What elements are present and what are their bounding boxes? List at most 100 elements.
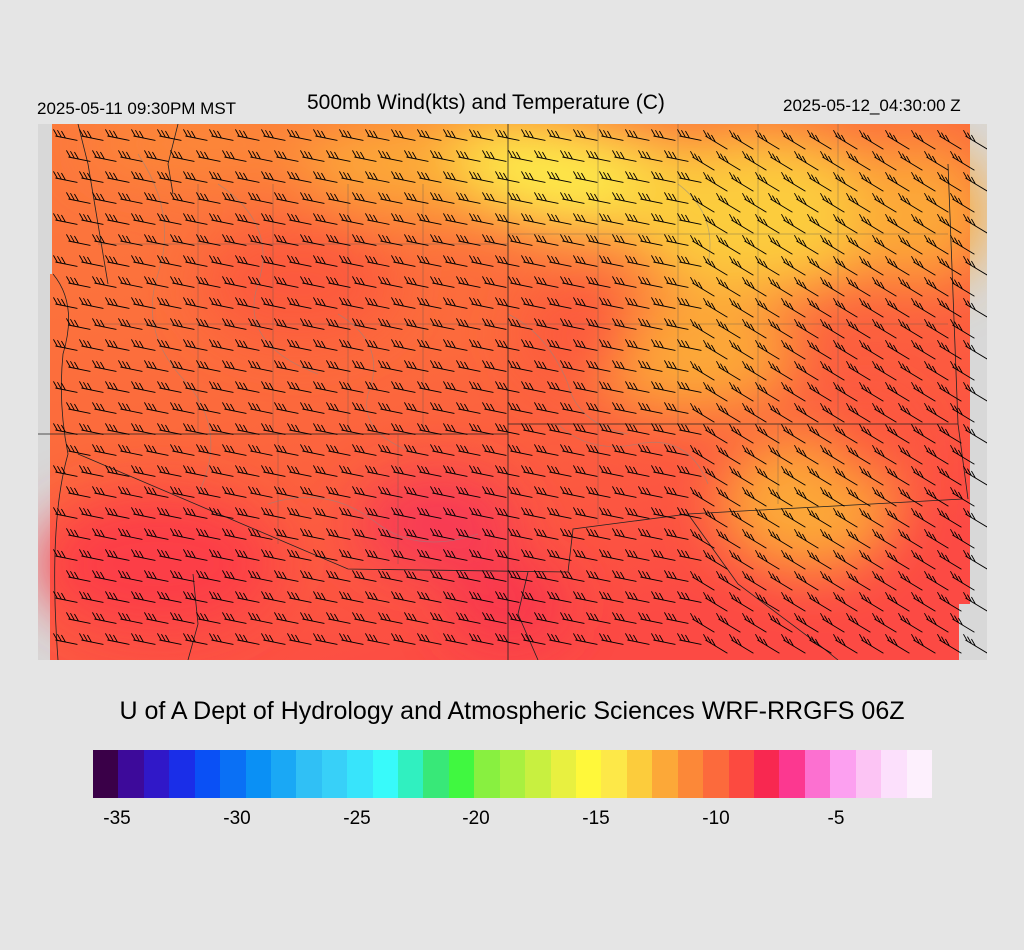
wind-barb bbox=[560, 570, 585, 582]
wind-barb bbox=[599, 507, 624, 519]
wind-barb bbox=[144, 234, 169, 246]
wind-barb bbox=[131, 549, 156, 561]
wind-barb bbox=[599, 465, 624, 477]
wind-barb bbox=[391, 297, 416, 309]
wind-barb bbox=[755, 213, 780, 234]
wind-barb bbox=[66, 276, 91, 288]
wind-barb bbox=[274, 486, 299, 498]
wind-barb bbox=[456, 276, 481, 288]
wind-barb bbox=[183, 423, 208, 435]
wind-barb bbox=[352, 402, 377, 414]
wind-barb bbox=[326, 444, 351, 456]
wind-barb bbox=[703, 423, 728, 444]
wind-barb bbox=[365, 549, 390, 561]
colorbar-swatch bbox=[143, 750, 170, 798]
wind-barb bbox=[300, 528, 325, 540]
wind-barb bbox=[690, 360, 715, 381]
wind-barb bbox=[157, 423, 182, 435]
wind-barb bbox=[547, 171, 572, 183]
wind-barb bbox=[92, 486, 117, 498]
wind-barb bbox=[118, 318, 143, 330]
wind-barb bbox=[456, 486, 481, 498]
wind-barb bbox=[274, 612, 299, 624]
wind-barb bbox=[859, 423, 884, 444]
colorbar-swatch bbox=[499, 750, 526, 798]
wind-barb bbox=[755, 423, 780, 444]
wind-barb bbox=[859, 339, 884, 360]
wind-barb bbox=[716, 192, 741, 213]
wind-barb bbox=[352, 360, 377, 372]
wind-barb bbox=[950, 486, 975, 507]
wind-barb bbox=[885, 465, 910, 486]
wind-barb bbox=[53, 297, 78, 309]
wind-barb bbox=[508, 402, 533, 414]
wind-barb bbox=[820, 276, 845, 297]
wind-barb bbox=[963, 549, 987, 570]
wind-barb bbox=[235, 297, 260, 309]
wind-barb bbox=[404, 150, 429, 162]
wind-barb bbox=[235, 339, 260, 351]
wind-barb bbox=[846, 234, 871, 255]
wind-barb bbox=[547, 549, 572, 561]
wind-barb bbox=[339, 381, 364, 393]
wind-barb bbox=[560, 360, 585, 372]
wind-barb bbox=[339, 423, 364, 435]
wind-barb bbox=[677, 549, 702, 561]
wind-barb bbox=[625, 507, 650, 519]
wind-barb bbox=[625, 549, 650, 561]
wind-barb bbox=[469, 339, 494, 351]
wind-barb bbox=[742, 192, 767, 213]
wind-barb bbox=[560, 234, 585, 246]
wind-barb bbox=[222, 150, 247, 162]
wind-barb bbox=[586, 402, 611, 414]
colorbar-swatch bbox=[906, 750, 932, 798]
wind-barb bbox=[495, 171, 520, 183]
wind-barb bbox=[781, 549, 806, 570]
wind-barb bbox=[274, 570, 299, 582]
wind-barb bbox=[833, 633, 858, 654]
wind-barb bbox=[625, 213, 650, 225]
wind-barb bbox=[859, 507, 884, 528]
wind-barb bbox=[612, 192, 637, 204]
wind-barb bbox=[807, 465, 832, 486]
wind-barb bbox=[378, 570, 403, 582]
wind-barb bbox=[586, 150, 611, 162]
wind-barb bbox=[196, 360, 221, 372]
wind-barb bbox=[261, 213, 286, 225]
wind-barb bbox=[235, 591, 260, 603]
wind-barb bbox=[495, 381, 520, 393]
wind-barb bbox=[872, 192, 897, 213]
wind-barb bbox=[872, 402, 897, 423]
wind-barb bbox=[898, 192, 923, 213]
wind-barb bbox=[105, 171, 130, 183]
wind-barb bbox=[105, 465, 130, 477]
wind-barb bbox=[339, 297, 364, 309]
colorbar-swatch bbox=[194, 750, 221, 798]
wind-barb bbox=[599, 633, 624, 645]
wind-barb bbox=[690, 444, 715, 465]
wind-barb bbox=[157, 549, 182, 561]
wind-barb bbox=[235, 423, 260, 435]
wind-barb bbox=[313, 381, 338, 393]
colorbar-swatch bbox=[398, 750, 424, 798]
wind-barb bbox=[326, 570, 351, 582]
wind-barb bbox=[469, 381, 494, 393]
wind-barb bbox=[833, 507, 858, 528]
wind-barb bbox=[612, 612, 637, 624]
wind-barb bbox=[534, 192, 559, 204]
wind-barb bbox=[937, 633, 962, 654]
wind-barb bbox=[118, 360, 143, 372]
wind-barb bbox=[794, 192, 819, 213]
wind-barb bbox=[820, 318, 845, 339]
wind-barb bbox=[846, 570, 871, 591]
colorbar-tick-label: -10 bbox=[702, 808, 730, 829]
wind-barb bbox=[456, 528, 481, 540]
wind-barb bbox=[547, 255, 572, 267]
wind-barb bbox=[118, 192, 143, 204]
wind-barb bbox=[664, 318, 689, 330]
wind-barb bbox=[443, 549, 468, 561]
wind-barb bbox=[625, 255, 650, 267]
wind-barb bbox=[313, 297, 338, 309]
wind-barb bbox=[131, 129, 156, 141]
wind-barb bbox=[222, 234, 247, 246]
